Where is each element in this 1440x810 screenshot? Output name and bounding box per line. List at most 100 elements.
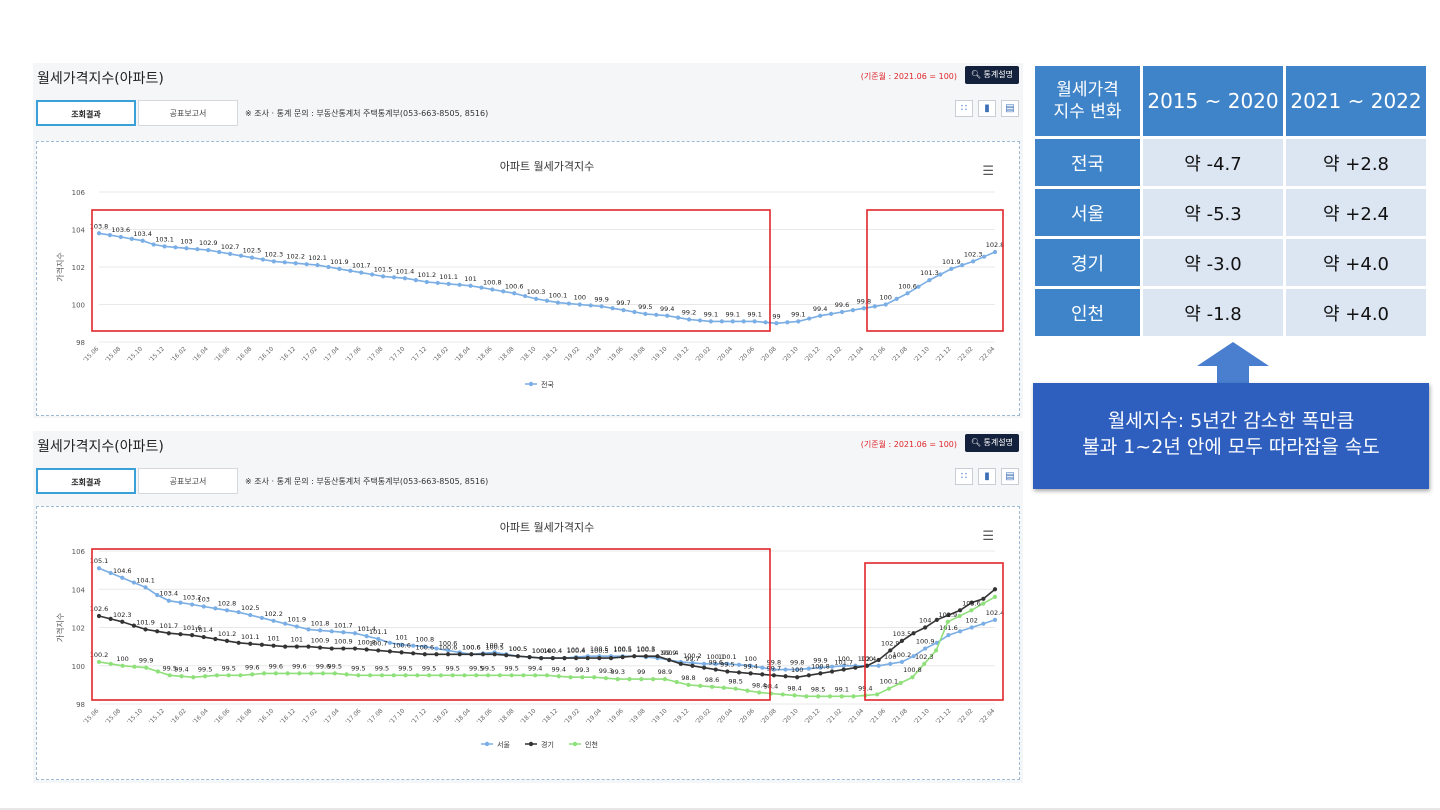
data-label: 99 [637,668,645,676]
table-cell: 약 -1.8 [1143,289,1283,336]
data-point [474,673,479,678]
data-label: 100.1 [706,653,725,661]
data-point [934,617,939,622]
data-label: 101.5 [374,265,393,273]
table-row: 인천 약 -1.8 약 +4.0 [1035,289,1426,336]
data-label: 98.6 [705,676,719,684]
data-label: 100.5 [613,645,632,653]
x-tick-label: '17.02 [301,345,319,363]
data-point [434,646,439,651]
chart-dots-icon[interactable]: ∷ [955,468,973,485]
data-point [850,308,856,313]
chart-dots-icon[interactable]: ∷ [955,100,973,117]
tab-report[interactable]: 공표보고서 [138,100,238,126]
table-icon[interactable]: ▤ [1001,100,1019,117]
tab-report[interactable]: 공표보고서 [138,468,238,494]
data-label: 99.1 [791,310,805,318]
table-header-row: 월세가격 지수 변화 2015 ~ 2020 2021 ~ 2022 [1035,66,1426,136]
data-point [512,291,517,296]
bar-chart-icon[interactable]: ▮ [978,100,996,117]
x-tick-label: '21.08 [891,707,909,725]
data-label: 100 [884,653,896,661]
data-point [774,321,779,326]
data-label: 99.5 [328,662,342,670]
data-point [632,309,637,315]
data-point [108,616,113,621]
data-label: 100 [574,294,586,302]
data-label: 99.5 [481,664,495,672]
row-header-region: 경기 [1035,239,1140,286]
data-point [992,249,998,255]
data-point [271,643,276,648]
data-label: 102.9 [199,239,218,247]
data-label: 102.3 [964,250,983,258]
x-tick-label: '16.06 [213,707,231,725]
data-point [166,598,171,603]
stats-description-button[interactable]: 🔍︎ 통계설명 [964,434,1019,452]
stats-description-button[interactable]: 🔍︎ 통계설명 [964,66,1019,84]
column-header-period-2: 2021 ~ 2022 [1286,66,1426,136]
data-point [236,610,241,615]
chart-panel-regions: 월세가격지수(아파트) (기준월 : 2021.06 = 100) 🔍︎ 통계설… [33,431,1023,783]
data-point [783,674,788,679]
data-point [306,644,311,649]
data-point [120,663,125,668]
data-label: 100 [791,666,803,674]
data-point [697,318,703,323]
column-header-period-1: 2015 ~ 2020 [1143,66,1283,136]
data-label: 99.5 [198,665,212,673]
legend-marker [572,741,578,747]
data-point [686,682,691,687]
data-label: 100.4 [532,647,551,655]
data-label: 100.6 [462,643,481,651]
data-label: 99.4 [528,664,542,672]
data-label: 103.6 [112,226,131,234]
data-label: 100.4 [544,647,563,655]
data-label: 100.1 [718,653,737,661]
tab-results[interactable]: 조회결과 [36,100,136,126]
data-point [132,664,137,669]
data-point [620,655,625,660]
x-tick-label: '15.10 [126,707,144,725]
data-label: 102.3 [113,611,132,619]
data-point [698,683,703,688]
bar-chart-icon[interactable]: ▮ [978,468,996,485]
data-point [780,692,785,697]
table-icon[interactable]: ▤ [1001,468,1019,485]
data-point [462,673,467,678]
data-point [294,644,299,649]
chart-panel-nationwide: 월세가격지수(아파트) (기준월 : 2021.06 = 100) 🔍︎ 통계설… [33,63,1023,418]
x-tick-label: '17.08 [366,707,384,725]
data-point [643,311,648,316]
data-label: 101.9 [942,258,961,266]
data-label: 101.6 [939,624,958,632]
data-point [387,649,393,654]
data-point [796,319,801,324]
data-point [550,656,555,661]
data-label: 99.9 [813,657,827,665]
data-point [108,661,113,666]
data-label: 99.3 [599,667,613,675]
data-point [568,675,573,680]
data-label: 103 [198,595,210,603]
data-point [736,662,742,667]
data-label: 99.5 [638,303,652,311]
data-point [853,665,858,670]
data-point [923,625,928,630]
data-label: 101 [395,634,407,642]
data-label: 99.5 [720,660,734,668]
data-point [562,656,567,661]
data-label: 102.5 [241,604,260,612]
data-point [315,263,320,268]
menu-icon[interactable]: ☰ [982,164,994,179]
data-label: 100.4 [544,647,563,655]
menu-icon[interactable]: ☰ [982,529,994,544]
data-point [544,298,550,303]
table-cell: 약 +4.0 [1286,289,1426,336]
data-point [667,657,672,663]
data-point [585,656,590,661]
data-point [380,274,386,279]
tab-results[interactable]: 조회결과 [36,468,136,494]
data-label: 101.7 [352,262,371,270]
data-point [184,246,189,251]
